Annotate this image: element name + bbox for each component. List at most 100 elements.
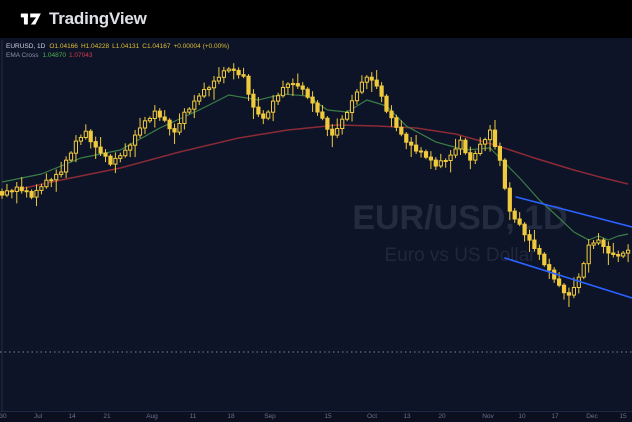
time-axis-label: 15 (324, 413, 332, 420)
candle-body-down (305, 88, 310, 98)
candle-body-up (290, 83, 295, 86)
candle-body-down (527, 234, 532, 241)
legend-ohlc-row[interactable]: EURUSD, 1D O1.04166 H1.04228 L1.04131 C1.041… (6, 42, 232, 51)
brand-text: TradingView (49, 9, 147, 28)
legend-low: L1.04131 (112, 43, 140, 50)
price-chart-canvas[interactable] (0, 38, 632, 422)
ema-fast-line[interactable] (1, 93, 629, 241)
candle-body-up (211, 80, 217, 89)
candle-body-up (216, 76, 222, 82)
time-axis-label: 21 (103, 413, 111, 420)
candle-body-down (557, 278, 562, 286)
candle-body-down (9, 190, 15, 193)
candle-body-up (478, 143, 483, 154)
time-axis-label: 15 (619, 413, 627, 420)
candle-body-up (152, 110, 157, 119)
candle-body-up (34, 189, 39, 198)
candle-body-up (14, 186, 19, 193)
candle-body-down (418, 150, 424, 153)
candle-body-up (453, 148, 458, 156)
candle-body-down (502, 159, 507, 189)
legend-high: H1.04228 (80, 43, 110, 50)
candle-body-up (207, 87, 212, 90)
candle-body-down (157, 110, 162, 118)
candle-body-down (423, 151, 429, 158)
candle-body-up (142, 120, 148, 129)
candle-body-down (300, 85, 305, 90)
candle-body-down (561, 284, 567, 294)
candle-body-up (44, 179, 49, 188)
trendline-channel-upper[interactable] (515, 196, 632, 228)
candle-body-up (64, 159, 69, 173)
legend-indicator-row[interactable]: EMA Cross 1.04870 1.07043 (6, 51, 232, 60)
candle-body-down (374, 79, 379, 87)
candle-body-up (221, 70, 227, 78)
candle-body-up (123, 149, 128, 157)
time-axis-label: 11 (189, 413, 197, 420)
candle-body-down (241, 74, 246, 77)
candle-body-up (137, 127, 143, 136)
candlesticks (0, 63, 631, 307)
candle-body-down (330, 128, 335, 136)
candle-body-up (83, 130, 88, 138)
candle-body-up (280, 87, 286, 97)
time-axis-label: Jul (33, 413, 43, 420)
candle-body-up (78, 137, 84, 142)
legend-symbol[interactable]: EURUSD, 1D (6, 43, 46, 50)
time-axis[interactable]: 30 Jul 14 21 Aug 11 18 Sep 15 Oct 13 20 Nov 10 17 Dec 15 (0, 411, 632, 422)
candle-body-up (349, 100, 355, 113)
candle-body-up (285, 83, 290, 88)
candle-body-down (246, 75, 251, 95)
candle-body-down (0, 191, 5, 196)
candle-body-down (399, 126, 404, 135)
chart-pane[interactable]: EUR/USD, 1D Euro vs US Dollar EURUSD, 1D… (0, 38, 632, 422)
candle-body-down (468, 152, 473, 161)
candle-body-down (492, 129, 498, 147)
candle-body-down (310, 96, 315, 104)
trendline-channel-lower[interactable] (504, 257, 632, 299)
tradingview-logo[interactable]: TradingView (20, 8, 147, 30)
candle-body-down (394, 117, 399, 128)
candle-body-down (542, 253, 547, 266)
ema-slow-line[interactable] (1, 124, 629, 194)
time-axis-label: 18 (227, 413, 235, 420)
candle-body-up (335, 128, 340, 136)
candle-body-down (19, 186, 24, 192)
candle-body-down (172, 128, 177, 133)
time-axis-label: Oct (366, 413, 378, 420)
candle-body-down (320, 111, 325, 119)
legend-open: O1.04166 (49, 43, 78, 50)
indicator-fast-value: 1.04870 (42, 52, 67, 59)
candle-body-up (483, 139, 488, 145)
candle-body-up (591, 242, 596, 246)
candle-body-up (473, 153, 478, 161)
candle-body-up (626, 249, 631, 254)
candle-body-up (438, 160, 443, 167)
candle-body-up (596, 239, 601, 244)
candle-body-up (458, 139, 463, 150)
candle-body-up (571, 287, 576, 296)
candle-body-down (512, 210, 517, 220)
time-axis-label: Sep (264, 413, 276, 420)
indicator-name[interactable]: EMA Cross (6, 52, 39, 59)
time-axis-label: 13 (403, 413, 411, 420)
candle-body-down (611, 252, 616, 255)
chart-legend: EURUSD, 1D O1.04166 H1.04228 L1.04131 C1.041… (6, 42, 232, 60)
time-axis-label: 20 (438, 413, 446, 420)
candle-body-up (359, 81, 364, 93)
candle-body-down (29, 191, 34, 198)
candle-body-down (315, 102, 320, 113)
time-axis-label: 10 (518, 413, 526, 420)
candle-body-up (4, 190, 10, 196)
candle-body-down (547, 264, 552, 271)
candle-body-down (616, 254, 621, 257)
candle-body-up (128, 144, 133, 151)
candle-body-up (340, 118, 345, 129)
candle-body-up (192, 100, 197, 110)
candle-body-up (187, 108, 192, 113)
legend-close: C1.04167 (142, 43, 171, 50)
candle-body-up (581, 263, 586, 278)
candle-body-down (409, 141, 414, 146)
candle-body-up (448, 154, 453, 161)
candle-body-up (345, 112, 350, 120)
